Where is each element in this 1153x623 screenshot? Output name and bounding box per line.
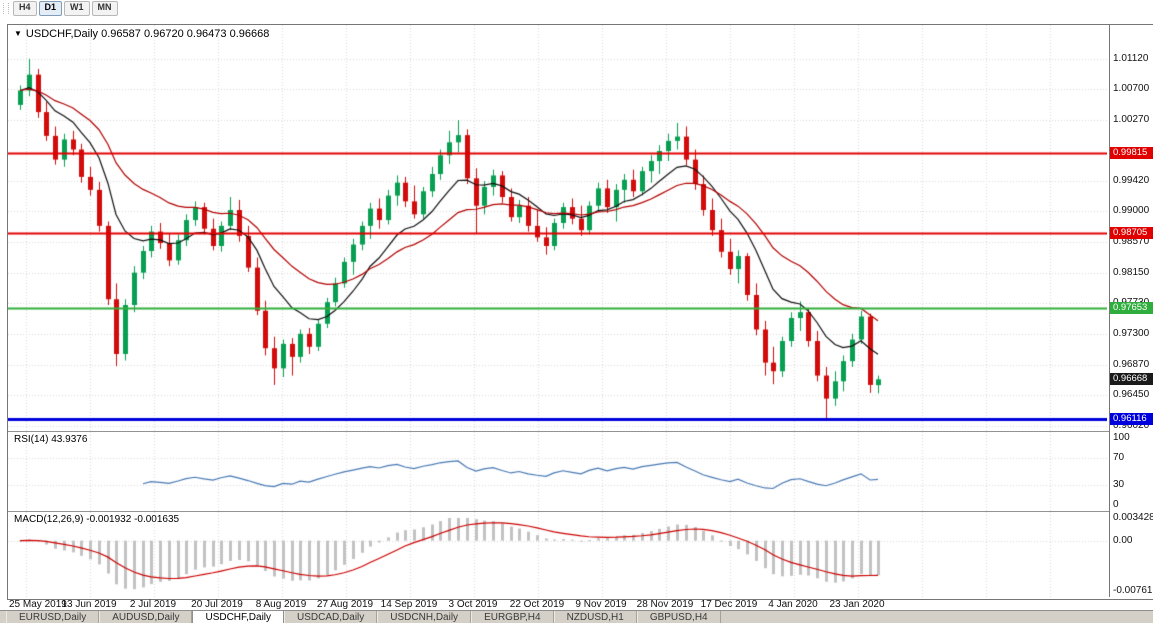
price-axis[interactable]: 1.01120 1.00700 1.00270 0.99420 0.99000 0.985… xyxy=(1109,25,1153,597)
chart-tab-audusd-daily[interactable]: AUDUSD,Daily xyxy=(99,611,193,623)
date-tick-label: 27 Aug 2019 xyxy=(316,599,374,610)
timeframe-buttons: H4 D1 W1 MN xyxy=(13,0,120,16)
chart-tab-eurgbp-h4[interactable]: EURGBP,H4 xyxy=(471,611,554,623)
timeframe-button-d1[interactable]: D1 xyxy=(38,0,63,16)
date-tick-label: 17 Dec 2019 xyxy=(700,599,758,610)
rsi-pane: RSI(14) 43.9376 xyxy=(8,432,1108,511)
date-tick-label: 8 Aug 2019 xyxy=(255,599,307,610)
price-tick-label: 0.96450 xyxy=(1113,389,1150,400)
chart-tab-usdcad-daily[interactable]: USDCAD,Daily xyxy=(284,611,378,623)
timeframe-button-h4[interactable]: H4 xyxy=(13,0,37,16)
date-tick-label: 4 Jan 2020 xyxy=(768,599,818,610)
date-tick-label: 3 Oct 2019 xyxy=(448,599,498,610)
date-tick-label: 9 Nov 2019 xyxy=(575,599,627,610)
hline-price-badge: 0.96116 xyxy=(1110,413,1153,425)
rsi-tick-label: 0 xyxy=(1113,499,1119,510)
time-axis[interactable]: 25 May 2019 13 Jun 2019 2 Jul 2019 20 Jul 2… xyxy=(7,599,1153,610)
chart-tab-usdcnh-daily[interactable]: USDCNH,Daily xyxy=(377,611,472,623)
rsi-tick-label: 30 xyxy=(1113,479,1125,490)
timeframe-button-w1[interactable]: W1 xyxy=(64,0,90,16)
price-tick-label: 1.00700 xyxy=(1113,83,1150,94)
chart-window: ▼ USDCHF,Daily 0.96587 0.96720 0.96473 0.… xyxy=(7,24,1153,600)
hline-price-badge: 0.98705 xyxy=(1110,227,1153,239)
date-tick-label: 13 Jun 2019 xyxy=(61,599,117,610)
hline-price-badge: 0.99815 xyxy=(1110,147,1153,159)
date-tick-label: 23 Jan 2020 xyxy=(829,599,885,610)
macd-pane: MACD(12,26,9) -0.001932 -0.001635 xyxy=(8,512,1108,597)
current-price-badge: 0.96668 xyxy=(1110,373,1153,385)
date-tick-label: 20 Jul 2019 xyxy=(191,599,243,610)
rsi-tick-label: 70 xyxy=(1113,452,1125,463)
chart-tab-eurusd-daily[interactable]: EURUSD,Daily xyxy=(6,611,100,623)
date-tick-label: 28 Nov 2019 xyxy=(636,599,694,610)
price-pane: ▼ USDCHF,Daily 0.96587 0.96720 0.96473 0.… xyxy=(8,25,1108,431)
price-tick-label: 0.98150 xyxy=(1113,267,1150,278)
rsi-tick-label: 100 xyxy=(1113,432,1130,443)
rsi-indicator-canvas[interactable] xyxy=(8,432,1107,511)
pane-separator[interactable] xyxy=(8,431,1153,432)
chart-tab-gbpusd-h4[interactable]: GBPUSD,H4 xyxy=(636,611,721,623)
macd-indicator-canvas[interactable] xyxy=(8,512,1107,597)
price-tick-label: 0.96870 xyxy=(1113,359,1150,370)
date-tick-label: 25 May 2019 xyxy=(9,599,67,610)
timeframe-toolbar: H4 D1 W1 MN xyxy=(0,0,1153,16)
chart-tabs-bar: EURUSD,Daily AUDUSD,Daily USDCHF,Daily USDC… xyxy=(0,610,1153,623)
pane-separator[interactable] xyxy=(8,511,1153,512)
date-tick-label: 22 Oct 2019 xyxy=(509,599,565,610)
macd-tick-label: -0.007615 xyxy=(1113,585,1153,596)
chart-tab-nzdusd-h1[interactable]: NZDUSD,H1 xyxy=(553,611,637,623)
price-tick-label: 1.01120 xyxy=(1113,53,1149,64)
date-tick-label: 14 Sep 2019 xyxy=(380,599,438,610)
toolbar-grip-handle[interactable] xyxy=(3,2,9,14)
price-tick-label: 0.97300 xyxy=(1113,328,1150,339)
price-chart-canvas[interactable] xyxy=(8,25,1107,431)
hline-price-badge: 0.97653 xyxy=(1110,302,1153,314)
date-tick-label: 2 Jul 2019 xyxy=(129,599,177,610)
price-tick-label: 0.99000 xyxy=(1113,205,1150,216)
macd-tick-label: 0.00 xyxy=(1113,535,1133,546)
price-tick-label: 0.98570 xyxy=(1113,236,1150,247)
price-tick-label: 0.96020 xyxy=(1113,420,1150,431)
price-tick-label: 1.00270 xyxy=(1113,114,1150,125)
chart-tab-usdchf-daily[interactable]: USDCHF,Daily xyxy=(192,611,285,623)
price-tick-label: 0.99420 xyxy=(1113,175,1150,186)
macd-tick-label: 0.003428 xyxy=(1113,512,1153,523)
timeframe-button-mn[interactable]: MN xyxy=(91,0,118,16)
